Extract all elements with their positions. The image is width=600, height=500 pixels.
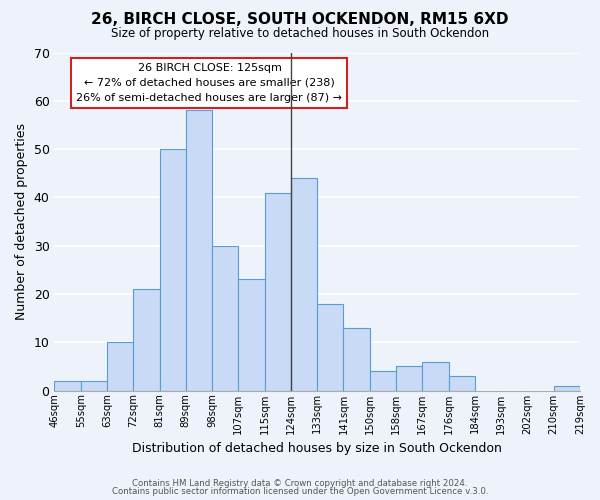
Y-axis label: Number of detached properties: Number of detached properties: [15, 123, 28, 320]
Bar: [160, 149, 186, 390]
Text: 26, BIRCH CLOSE, SOUTH OCKENDON, RM15 6XD: 26, BIRCH CLOSE, SOUTH OCKENDON, RM15 6X…: [91, 12, 509, 28]
Bar: [238, 280, 265, 390]
Bar: [265, 192, 291, 390]
Text: Size of property relative to detached houses in South Ockendon: Size of property relative to detached ho…: [111, 28, 489, 40]
Bar: [317, 304, 343, 390]
X-axis label: Distribution of detached houses by size in South Ockendon: Distribution of detached houses by size …: [132, 442, 502, 455]
Text: Contains HM Land Registry data © Crown copyright and database right 2024.: Contains HM Land Registry data © Crown c…: [132, 478, 468, 488]
Bar: [212, 246, 238, 390]
Text: Contains public sector information licensed under the Open Government Licence v.: Contains public sector information licen…: [112, 487, 488, 496]
Bar: [186, 110, 212, 390]
Bar: [554, 386, 580, 390]
Text: 26 BIRCH CLOSE: 125sqm
← 72% of detached houses are smaller (238)
26% of semi-de: 26 BIRCH CLOSE: 125sqm ← 72% of detached…: [76, 62, 343, 103]
Bar: [133, 289, 160, 390]
Bar: [107, 342, 133, 390]
Bar: [370, 371, 396, 390]
Bar: [291, 178, 317, 390]
Bar: [396, 366, 422, 390]
Bar: [55, 381, 80, 390]
Bar: [80, 381, 107, 390]
Bar: [343, 328, 370, 390]
Bar: [449, 376, 475, 390]
Bar: [422, 362, 449, 390]
